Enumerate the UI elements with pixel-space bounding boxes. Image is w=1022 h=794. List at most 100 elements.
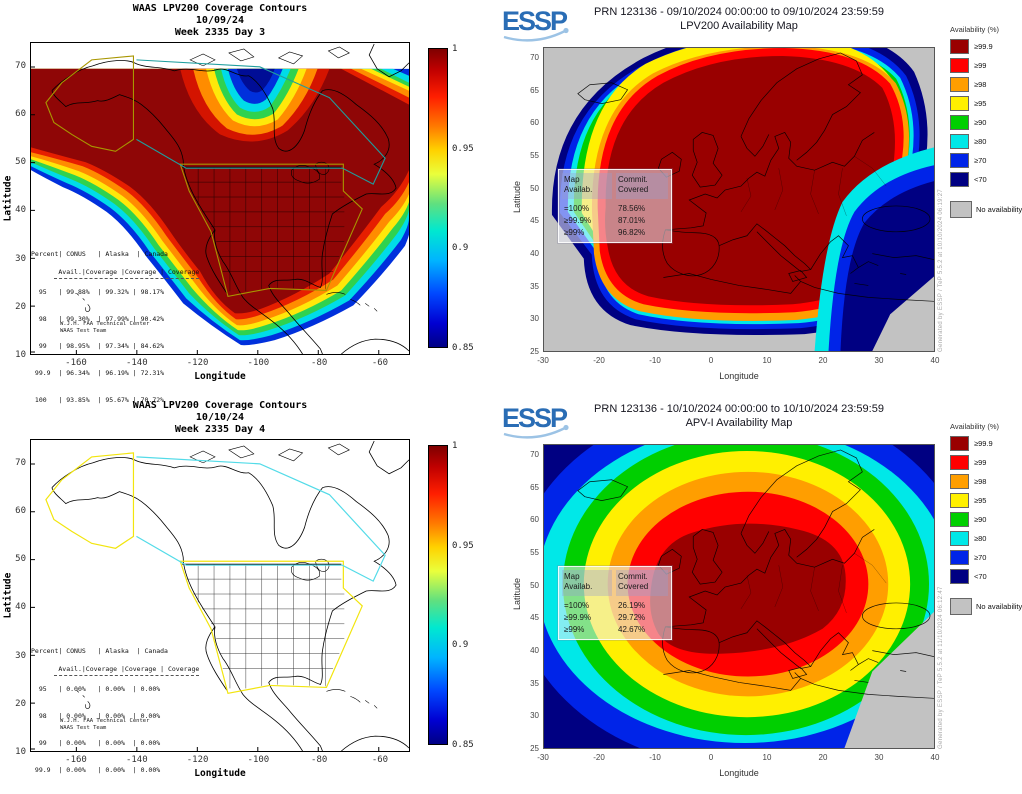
table-header: Avail.|Coverage |Coverage | Coverage bbox=[54, 268, 200, 279]
credit-text: W.J.H. FAA Technical Center WAAS Test Te… bbox=[60, 321, 150, 334]
y-tick: 30 bbox=[530, 711, 539, 721]
north-america-empty-coverage-map bbox=[31, 440, 409, 751]
generation-watermark: Generated by ESSP / TeP 5.5.2 at 11/10/2… bbox=[938, 586, 944, 749]
north-america-map-axes bbox=[30, 42, 410, 355]
availability-legend: Availability (%) ≥99.9 ≥99 ≥98 ≥95 ≥90 ≥… bbox=[950, 25, 1022, 218]
y-tick: 40 bbox=[15, 205, 26, 216]
y-tick: 30 bbox=[15, 650, 26, 661]
legend-label: ≥99.9 bbox=[974, 42, 993, 51]
y-axis-ticks: 70 60 50 40 30 20 10 bbox=[0, 61, 26, 360]
legend-label: <70 bbox=[974, 175, 987, 184]
legend-swatch bbox=[950, 512, 969, 527]
x-tick: 10 bbox=[762, 356, 772, 365]
table-row: 95 | 0.00% | 0.00% | 0.00% bbox=[31, 685, 161, 693]
x-tick: -30 bbox=[537, 356, 549, 365]
essp-logo-text: ESSP bbox=[502, 6, 568, 36]
table-row: 99.9 | 0.00% | 0.00% | 0.00% bbox=[31, 766, 161, 774]
y-tick: 10 bbox=[15, 349, 26, 360]
essp-logo-swoosh bbox=[503, 29, 566, 42]
y-tick: 55 bbox=[530, 150, 539, 160]
essp-logo-swoosh bbox=[503, 426, 566, 439]
x-axis-ticks: -30 -20 -10 0 10 20 30 40 bbox=[523, 356, 955, 365]
x-axis-ticks: -30 -20 -10 0 10 20 30 40 bbox=[523, 753, 955, 762]
legend-item: ≥95 bbox=[950, 94, 1022, 113]
x-tick: 20 bbox=[818, 356, 828, 365]
stats-covered: 29.72% bbox=[618, 613, 646, 622]
colorbar-ticks: 1 0.95 0.9 0.85 bbox=[452, 44, 474, 353]
legend-item: ≥99.9 bbox=[950, 434, 1022, 453]
x-tick: 30 bbox=[874, 356, 884, 365]
x-tick: -140 bbox=[125, 755, 148, 765]
legend-swatch bbox=[950, 474, 969, 489]
y-tick: 40 bbox=[530, 248, 539, 258]
y-tick: 20 bbox=[15, 301, 26, 312]
x-tick: -140 bbox=[125, 358, 148, 368]
subtitle-line: APV-I Availability Map bbox=[685, 417, 793, 429]
y-tick: 70 bbox=[530, 450, 539, 459]
x-tick: 30 bbox=[874, 753, 884, 762]
north-america-coastline bbox=[51, 43, 409, 354]
x-tick: 0 bbox=[708, 753, 714, 762]
x-tick: 0 bbox=[708, 356, 714, 365]
europe-coastline bbox=[577, 52, 934, 302]
europe-map-axes: Map Availab. Commit. Covered =100% 78.56… bbox=[543, 47, 935, 352]
y-tick: 70 bbox=[15, 458, 26, 468]
axis-tick-marks bbox=[31, 66, 380, 354]
legend-label: ≥90 bbox=[974, 118, 987, 127]
colorbar-tick: 0.95 bbox=[452, 540, 474, 551]
legend-item: ≥98 bbox=[950, 472, 1022, 491]
legend-label: ≥99 bbox=[974, 458, 987, 467]
colorbar-tick: 0.85 bbox=[452, 739, 474, 750]
panel-title: WAAS LPV200 Coverage Contours 10/10/24 W… bbox=[30, 400, 410, 436]
y-tick: 30 bbox=[530, 314, 539, 324]
colorbar-tick: 0.95 bbox=[452, 143, 474, 154]
colorbar-tick: 1 bbox=[452, 441, 458, 451]
y-tick: 10 bbox=[15, 746, 26, 757]
y-tick: 50 bbox=[15, 554, 26, 565]
colorbar-ticks: 1 0.95 0.9 0.85 bbox=[452, 441, 474, 750]
legend-title: Availability (%) bbox=[950, 422, 1000, 431]
y-tick: 40 bbox=[530, 645, 539, 655]
legend-item: <70 bbox=[950, 170, 1022, 189]
europe-availability-map-apvi bbox=[544, 445, 934, 748]
legend-item: ≥70 bbox=[950, 151, 1022, 170]
title-week: Week 2335 Day 4 bbox=[174, 424, 266, 435]
availability-legend: Availability (%) ≥99.9 ≥99 ≥98 ≥95 ≥90 ≥… bbox=[950, 422, 1022, 615]
legend-swatch bbox=[950, 201, 972, 218]
table-row: 99 | 98.95% | 97.34% | 84.62% bbox=[31, 342, 165, 350]
x-axis-label: Longitude bbox=[194, 371, 246, 382]
legend-label: No availability bbox=[976, 205, 1022, 214]
panel-essp-lpv200: ESSP PRN 123136 - 09/10/2024 00:00:00 to… bbox=[502, 0, 1022, 397]
legend-label: ≥98 bbox=[974, 477, 987, 486]
y-tick: 70 bbox=[530, 53, 539, 62]
x-tick: 40 bbox=[930, 356, 940, 365]
colorbar-tick: 0.9 bbox=[452, 243, 469, 254]
coverage-colorbar bbox=[428, 48, 448, 348]
legend-label: ≥80 bbox=[974, 534, 987, 543]
title-line: WAAS LPV200 Coverage Contours bbox=[132, 3, 308, 14]
y-tick: 45 bbox=[530, 613, 539, 623]
legend-item: ≥80 bbox=[950, 132, 1022, 151]
y-tick: 45 bbox=[530, 216, 539, 226]
y-tick: 65 bbox=[530, 85, 539, 95]
legend-label: <70 bbox=[974, 572, 987, 581]
table-row: 99.9 | 96.34% | 96.19% | 72.31% bbox=[31, 369, 165, 377]
x-axis-ticks: -160 -140 -120 -100 -80 -60 bbox=[56, 755, 400, 765]
title-line: PRN 123136 - 10/10/2024 00:00:00 to 10/1… bbox=[594, 403, 884, 415]
stats-col1-header: Map Availab. bbox=[562, 570, 612, 596]
y-tick: 50 bbox=[530, 580, 539, 590]
y-tick: 25 bbox=[530, 346, 539, 356]
legend-no-availability: No availability bbox=[950, 598, 1022, 615]
legend-item: ≥80 bbox=[950, 529, 1022, 548]
table-header: Avail.|Coverage |Coverage | Coverage bbox=[54, 665, 200, 676]
stats-col2-header: Commit. Covered bbox=[616, 173, 668, 199]
legend-label: ≥95 bbox=[974, 496, 987, 505]
x-tick: -30 bbox=[537, 753, 549, 762]
y-axis-ticks: 70 65 60 55 50 45 40 35 30 25 bbox=[513, 451, 539, 753]
coverage-statistics-table: Percent| CONUS | Alaska | Canada Avail.|… bbox=[31, 232, 200, 423]
y-tick: 35 bbox=[530, 678, 539, 688]
panel-title: PRN 123136 - 10/10/2024 00:00:00 to 10/1… bbox=[543, 402, 935, 430]
legend-item: ≥99 bbox=[950, 56, 1022, 75]
legend-swatch bbox=[950, 531, 969, 546]
